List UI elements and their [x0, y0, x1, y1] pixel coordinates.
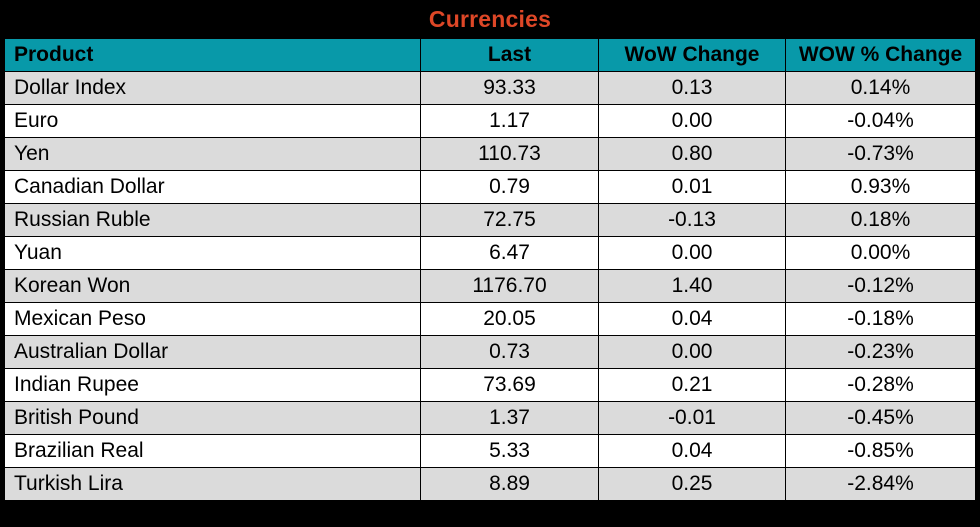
wow-change-cell: 0.13: [598, 71, 786, 105]
product-cell: Korean Won: [4, 269, 421, 303]
product-cell: Mexican Peso: [4, 302, 421, 336]
table-row: Canadian Dollar 0.79 0.01 0.93%: [4, 170, 976, 204]
column-header-product: Product: [4, 38, 421, 72]
table-row: Turkish Lira 8.89 0.25 -2.84%: [4, 467, 976, 501]
product-cell: Turkish Lira: [4, 467, 421, 501]
wow-change-cell: 0.00: [598, 335, 786, 369]
product-cell: Dollar Index: [4, 71, 421, 105]
wow-change-cell: 0.00: [598, 236, 786, 270]
last-cell: 6.47: [420, 236, 599, 270]
wow-change-cell: -0.13: [598, 203, 786, 237]
wow-pct-change-cell: -0.04%: [785, 104, 976, 138]
wow-pct-change-cell: -0.85%: [785, 434, 976, 468]
last-cell: 0.73: [420, 335, 599, 369]
wow-pct-change-cell: -0.28%: [785, 368, 976, 402]
header-row: Product Last WoW Change WOW % Change: [4, 38, 976, 72]
wow-pct-change-cell: 0.00%: [785, 236, 976, 270]
wow-pct-change-cell: 0.93%: [785, 170, 976, 204]
product-cell: Indian Rupee: [4, 368, 421, 402]
wow-pct-change-cell: -0.73%: [785, 137, 976, 171]
column-header-wow-pct-change: WOW % Change: [785, 38, 976, 72]
wow-pct-change-cell: -0.23%: [785, 335, 976, 369]
last-cell: 1176.70: [420, 269, 599, 303]
table-row: British Pound 1.37 -0.01 -0.45%: [4, 401, 976, 435]
wow-change-cell: 0.00: [598, 104, 786, 138]
last-cell: 72.75: [420, 203, 599, 237]
wow-change-cell: 0.21: [598, 368, 786, 402]
table-row: Yuan 6.47 0.00 0.00%: [4, 236, 976, 270]
table-row: Brazilian Real 5.33 0.04 -0.85%: [4, 434, 976, 468]
currencies-table: Product Last WoW Change WOW % Change Dol…: [4, 38, 976, 501]
product-cell: British Pound: [4, 401, 421, 435]
table-row: Yen 110.73 0.80 -0.73%: [4, 137, 976, 171]
last-cell: 8.89: [420, 467, 599, 501]
product-cell: Australian Dollar: [4, 335, 421, 369]
last-cell: 93.33: [420, 71, 599, 105]
table-body: Dollar Index 93.33 0.13 0.14% Euro 1.17 0.00 -0…: [4, 71, 976, 501]
product-cell: Yuan: [4, 236, 421, 270]
wow-pct-change-cell: -0.12%: [785, 269, 976, 303]
table-row: Euro 1.17 0.00 -0.04%: [4, 104, 976, 138]
product-cell: Yen: [4, 137, 421, 171]
wow-pct-change-cell: 0.14%: [785, 71, 976, 105]
product-cell: Euro: [4, 104, 421, 138]
last-cell: 73.69: [420, 368, 599, 402]
wow-pct-change-cell: -2.84%: [785, 467, 976, 501]
last-cell: 20.05: [420, 302, 599, 336]
last-cell: 0.79: [420, 170, 599, 204]
wow-pct-change-cell: -0.45%: [785, 401, 976, 435]
table-row: Russian Ruble 72.75 -0.13 0.18%: [4, 203, 976, 237]
last-cell: 5.33: [420, 434, 599, 468]
wow-change-cell: 0.04: [598, 434, 786, 468]
table-title: Currencies: [428, 5, 552, 32]
wow-change-cell: 0.25: [598, 467, 786, 501]
title-bar: Currencies: [4, 0, 976, 38]
table-row: Dollar Index 93.33 0.13 0.14%: [4, 71, 976, 105]
product-cell: Canadian Dollar: [4, 170, 421, 204]
last-cell: 1.17: [420, 104, 599, 138]
wow-change-cell: 0.04: [598, 302, 786, 336]
wow-change-cell: 1.40: [598, 269, 786, 303]
product-cell: Russian Ruble: [4, 203, 421, 237]
last-cell: 110.73: [420, 137, 599, 171]
last-cell: 1.37: [420, 401, 599, 435]
table-row: Mexican Peso 20.05 0.04 -0.18%: [4, 302, 976, 336]
column-header-last: Last: [420, 38, 599, 72]
wow-change-cell: 0.80: [598, 137, 786, 171]
column-header-wow-change: WoW Change: [598, 38, 786, 72]
product-cell: Brazilian Real: [4, 434, 421, 468]
table-row: Indian Rupee 73.69 0.21 -0.28%: [4, 368, 976, 402]
wow-change-cell: -0.01: [598, 401, 786, 435]
table-row: Korean Won 1176.70 1.40 -0.12%: [4, 269, 976, 303]
wow-pct-change-cell: -0.18%: [785, 302, 976, 336]
table-row: Australian Dollar 0.73 0.00 -0.23%: [4, 335, 976, 369]
table-header: Product Last WoW Change WOW % Change: [4, 38, 976, 72]
wow-change-cell: 0.01: [598, 170, 786, 204]
wow-pct-change-cell: 0.18%: [785, 203, 976, 237]
